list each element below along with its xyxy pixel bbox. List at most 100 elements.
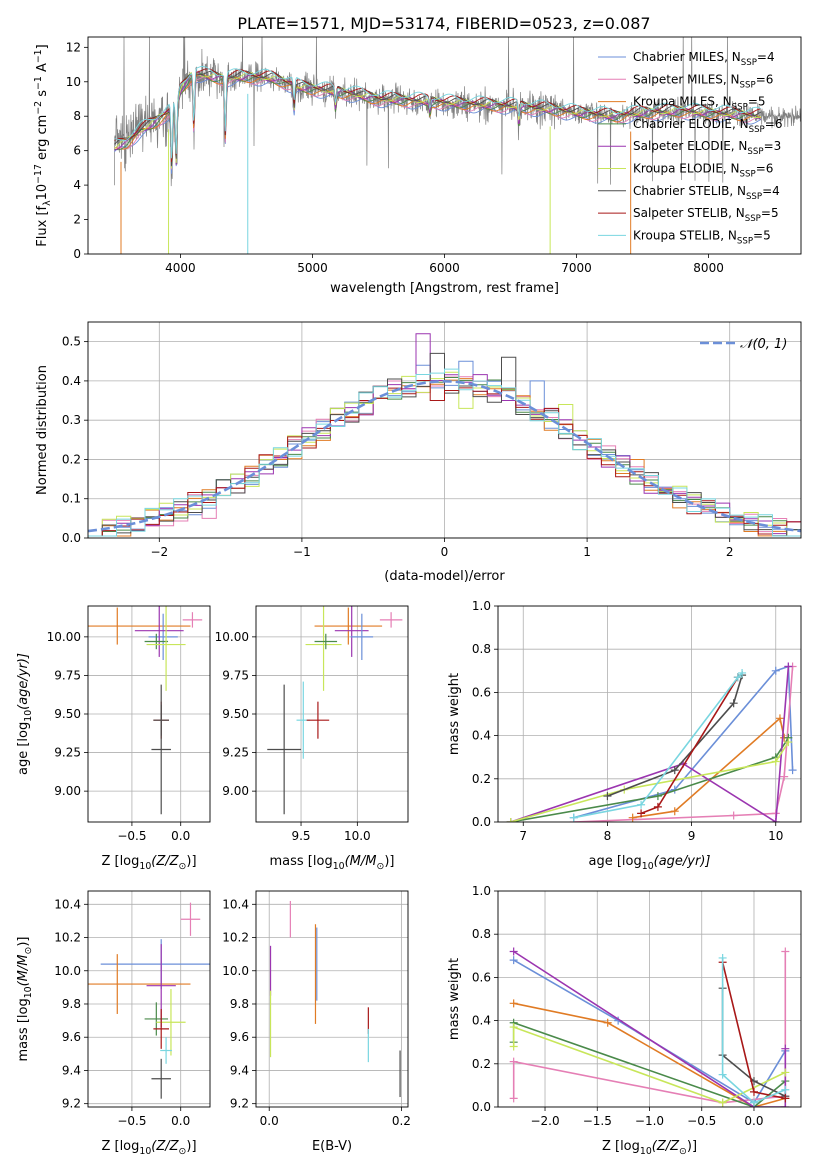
weight-marker-kroupa_elodie — [771, 757, 780, 766]
age_vs_mass-xlabel-part: mass [log — [270, 854, 333, 869]
model-spectrum-kroupa_stelib — [114, 66, 762, 159]
weight-line-kroupa_miles — [513, 1002, 786, 1107]
y-tick-label: 9.2 — [230, 1097, 249, 1111]
legend-entry-part: SSP — [732, 103, 748, 113]
spectrum-ylabel-part: A — [35, 63, 50, 76]
legend-entry-part: SSP — [745, 214, 761, 224]
weight-marker-kroupa_elodie — [509, 1042, 518, 1051]
weight-marker-salpeter_miles — [509, 1057, 518, 1066]
legend-entry: Chabrier STELIB, NSSP=4 — [633, 184, 780, 202]
weight-marker-kroupa_elodie — [781, 1068, 790, 1077]
x-tick-label: −1.5 — [583, 1114, 612, 1128]
age_vs_Z-xlabel-part: ⊙ — [179, 861, 187, 872]
panel-ebv: 0.0 0.2 9.2 9.4 9.6 9.8 10.0 10.2 10.4 E(B-V) — [222, 890, 411, 1154]
residuals-legend-label: 𝒩(0, 1) — [740, 337, 787, 352]
weight-marker-kroupa_stelib — [749, 1098, 758, 1107]
x-tick-label: 0.0 — [171, 1114, 190, 1128]
y-tick-label: 10.2 — [222, 931, 249, 945]
plot-area-mass_weight_vs_age — [498, 606, 801, 822]
y-tick-label: 6 — [73, 144, 81, 158]
axes-frame — [87, 605, 211, 823]
y-tick-label: 0.8 — [472, 927, 491, 941]
panel-age_vs_mass: 9.5 10.0 9.00 9.25 9.50 9.75 10.00 mass [log10(… — [215, 605, 409, 872]
x-tick-label: 6000 — [429, 261, 460, 275]
y-tick-label: 2 — [73, 213, 81, 227]
legend-entry-part: =5 — [761, 206, 779, 220]
figure-title: PLATE=1571, MJD=53174, FIBERID=0523, z=0… — [237, 14, 650, 33]
y-tick-label: 9.8 — [62, 997, 81, 1011]
age_vs_Z-ylabel-part: age [log — [16, 722, 31, 775]
x-tick-label: 9.5 — [291, 829, 310, 843]
mass_weight_vs_Z-xlabel-part: 10 — [640, 1146, 652, 1157]
y-tick-label: 10.4 — [222, 897, 249, 911]
ebv-xlabel: E(B-V) — [312, 1139, 352, 1154]
mass_vs_Z-ylabel-part: )] — [16, 937, 31, 947]
x-tick-label: 0.2 — [392, 1114, 411, 1128]
age_vs_Z-xlabel-part: 10 — [139, 861, 151, 872]
y-tick-label: 0.3 — [62, 413, 81, 427]
age_vs_Z-xlabel-part: Z [log — [101, 854, 139, 869]
y-tick-label: 10.2 — [54, 931, 81, 945]
weight-marker-salpeter_elodie — [509, 947, 518, 956]
x-tick-label: 0.0 — [171, 829, 190, 843]
weight-marker-salpeter_miles — [781, 947, 790, 956]
x-tick-label: −0.5 — [687, 1114, 716, 1128]
histogram-kroupa_stelib — [88, 368, 801, 537]
legend-entry-part: SSP — [741, 58, 757, 68]
y-tick-label: 9.4 — [230, 1063, 249, 1077]
x-tick-label: 4000 — [165, 261, 196, 275]
age_vs_mass-xlabel-part: ⊙ — [376, 861, 384, 872]
y-tick-label: 0.1 — [62, 492, 81, 506]
x-tick-label: 7 — [519, 829, 527, 843]
age_vs_mass-xlabel-part: (M/M — [345, 854, 377, 869]
weight-marker-salpeter_miles — [780, 772, 789, 781]
panel-residuals: −2 −1 0 1 2 0.0 0.1 0.2 0.3 0.4 0.5 (data-model)/er… — [35, 321, 802, 584]
mass_weight_vs_age-ylabel: mass weight — [447, 673, 462, 755]
mass_vs_Z-xlabel-part: Z [log — [101, 1139, 139, 1154]
legend-entry-part: SSP — [746, 192, 762, 202]
x-tick-label: 9 — [688, 829, 696, 843]
weight-marker-kroupa_stelib — [733, 673, 742, 682]
legend-entry-part: SSP — [740, 80, 756, 90]
weight-marker-salpeter_stelib — [637, 809, 646, 818]
legend-entry-part: =5 — [753, 228, 771, 242]
weight-marker-kroupa_miles — [670, 807, 679, 816]
legend-entry-part: Kroupa STELIB, N — [633, 228, 737, 242]
x-tick-label: 10 — [768, 829, 783, 843]
legend-entry-part: =5 — [748, 95, 766, 109]
weight-marker-salpeter_miles — [729, 811, 738, 820]
y-tick-label: 0 — [73, 247, 81, 261]
y-tick-label: 9.00 — [54, 784, 81, 798]
spectrum-ylabel-part: λ — [42, 200, 53, 206]
mass_vs_Z-xlabel: Z [log10(Z/Z⊙)] — [101, 1139, 196, 1157]
mass_vs_Z-ylabel-part: ⊙ — [23, 947, 34, 955]
y-tick-label: 10.00 — [47, 630, 81, 644]
y-tick-label: 10 — [66, 75, 81, 89]
weight-line-kroupa_stelib — [721, 958, 786, 1104]
y-tick-label: 1.0 — [472, 599, 491, 613]
weight-marker-chabrier_stelib — [603, 792, 612, 801]
x-tick-label: 10.0 — [344, 829, 371, 843]
legend-entry-part: Kroupa ELODIE, N — [633, 162, 740, 176]
x-tick-label: 5000 — [297, 261, 328, 275]
legend-entry: Kroupa MILES, NSSP=5 — [633, 95, 766, 113]
model-spectrum-salpeter_stelib — [114, 68, 761, 163]
model-spectrum-salpeter_miles — [114, 76, 761, 170]
spectrum-ylabel-part: 10 — [35, 184, 50, 201]
weight-marker-kroupa_miles — [509, 999, 518, 1008]
mass_weight_vs_Z-xlabel-part: (Z/Z — [652, 1139, 680, 1154]
weight-marker-kroupa_stelib — [718, 953, 727, 962]
legend-entry: Chabrier MILES, NSSP=4 — [633, 50, 775, 68]
weight-marker-kroupa_stelib — [718, 1070, 727, 1079]
weight-marker-salpeter_elodie — [781, 1103, 790, 1107]
y-tick-label: 9.75 — [54, 668, 81, 682]
legend-entry-part: =6 — [765, 117, 783, 131]
y-tick-label: 9.6 — [230, 1030, 249, 1044]
weight-marker-kroupa_stelib — [637, 800, 646, 809]
axes-frame — [87, 36, 802, 255]
y-tick-label: 0.6 — [472, 685, 491, 699]
mass_vs_Z-ylabel-part: 10 — [23, 986, 34, 998]
spectrum-ylabel: Flux [fλ10−17 erg cm−2 s−1 A−1] — [33, 44, 53, 246]
